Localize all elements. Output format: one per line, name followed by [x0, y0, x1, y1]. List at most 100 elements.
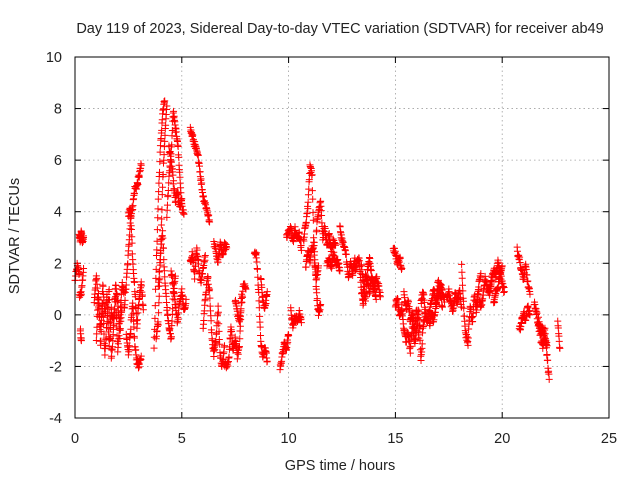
- data-point: [109, 322, 117, 330]
- data-point: [458, 268, 466, 276]
- data-point: [372, 295, 380, 303]
- data-point: [153, 226, 161, 234]
- data-point: [162, 292, 170, 300]
- data-point: [159, 227, 167, 235]
- data-point: [138, 291, 146, 299]
- data-point: [174, 143, 182, 151]
- data-point: [158, 206, 166, 214]
- data-point: [556, 344, 564, 352]
- data-point: [157, 249, 165, 257]
- data-point: [304, 198, 312, 206]
- data-point: [253, 249, 261, 257]
- data-point: [121, 296, 129, 304]
- data-point: [238, 298, 246, 306]
- data-point: [214, 302, 222, 310]
- data-point: [308, 171, 316, 179]
- data-point: [156, 275, 164, 283]
- data-point: [101, 351, 109, 359]
- data-point: [156, 158, 164, 166]
- data-point: [221, 342, 229, 350]
- data-point: [155, 188, 163, 196]
- data-point: [108, 352, 116, 360]
- data-point: [177, 203, 185, 211]
- data-point: [131, 190, 139, 198]
- data-point: [132, 310, 140, 318]
- data-point: [257, 331, 265, 339]
- data-point: [463, 333, 471, 341]
- data-point: [499, 282, 507, 290]
- data-point: [161, 137, 169, 145]
- data-point: [153, 246, 161, 254]
- data-point: [242, 285, 250, 293]
- data-point: [309, 216, 317, 224]
- data-point: [412, 336, 420, 344]
- data-point: [127, 226, 135, 234]
- data-point: [94, 306, 102, 314]
- data-point: [304, 205, 312, 213]
- data-point: [317, 301, 325, 309]
- data-point: [526, 290, 534, 298]
- data-point: [398, 264, 406, 272]
- data-point: [159, 183, 167, 191]
- data-point: [93, 274, 101, 282]
- data-point: [555, 337, 563, 345]
- data-point: [358, 271, 366, 279]
- data-point: [167, 333, 175, 341]
- data-point: [163, 298, 171, 306]
- data-point: [139, 306, 147, 314]
- data-point: [469, 309, 477, 317]
- data-point: [109, 343, 117, 351]
- data-point: [543, 342, 551, 350]
- data-point: [159, 244, 167, 252]
- data-point: [97, 328, 105, 336]
- data-point: [355, 257, 363, 265]
- data-point: [80, 234, 88, 241]
- data-point: [133, 317, 141, 325]
- data-point: [295, 228, 303, 236]
- data-point: [163, 102, 171, 110]
- data-point: [438, 303, 446, 311]
- data-point: [311, 248, 319, 256]
- data-point: [309, 209, 317, 217]
- data-point: [458, 274, 466, 282]
- data-point: [161, 97, 169, 105]
- data-point: [97, 337, 105, 345]
- data-point: [138, 282, 146, 290]
- data-point: [226, 335, 234, 343]
- data-point: [263, 288, 271, 296]
- data-point: [332, 241, 340, 249]
- data-point: [155, 309, 163, 317]
- data-point: [253, 265, 261, 273]
- y-tick-label: 10: [46, 50, 62, 66]
- data-point: [413, 310, 421, 318]
- data-point: [160, 267, 168, 275]
- x-tick-label: 0: [71, 431, 79, 447]
- data-point: [411, 324, 419, 332]
- data-point: [98, 316, 106, 324]
- data-point: [127, 207, 135, 215]
- data-point: [193, 246, 201, 254]
- data-point: [93, 284, 101, 292]
- plot-frame: [74, 56, 610, 419]
- data-point: [532, 305, 540, 313]
- data-point: [131, 293, 139, 301]
- x-tick-label: 20: [494, 431, 510, 447]
- data-point: [237, 305, 245, 313]
- data-point: [116, 325, 124, 333]
- data-point: [109, 337, 117, 345]
- data-point: [516, 258, 524, 266]
- data-point: [113, 291, 121, 299]
- data-point: [160, 256, 168, 264]
- data-point: [475, 287, 483, 295]
- x-tick-label: 10: [281, 431, 297, 447]
- data-point: [544, 356, 552, 364]
- data-point: [116, 335, 124, 343]
- data-point: [363, 273, 371, 281]
- data-point: [206, 285, 214, 293]
- data-point: [195, 162, 203, 170]
- data-point: [77, 337, 85, 345]
- data-point: [167, 152, 175, 160]
- data-point: [180, 210, 188, 218]
- data-point: [137, 352, 145, 360]
